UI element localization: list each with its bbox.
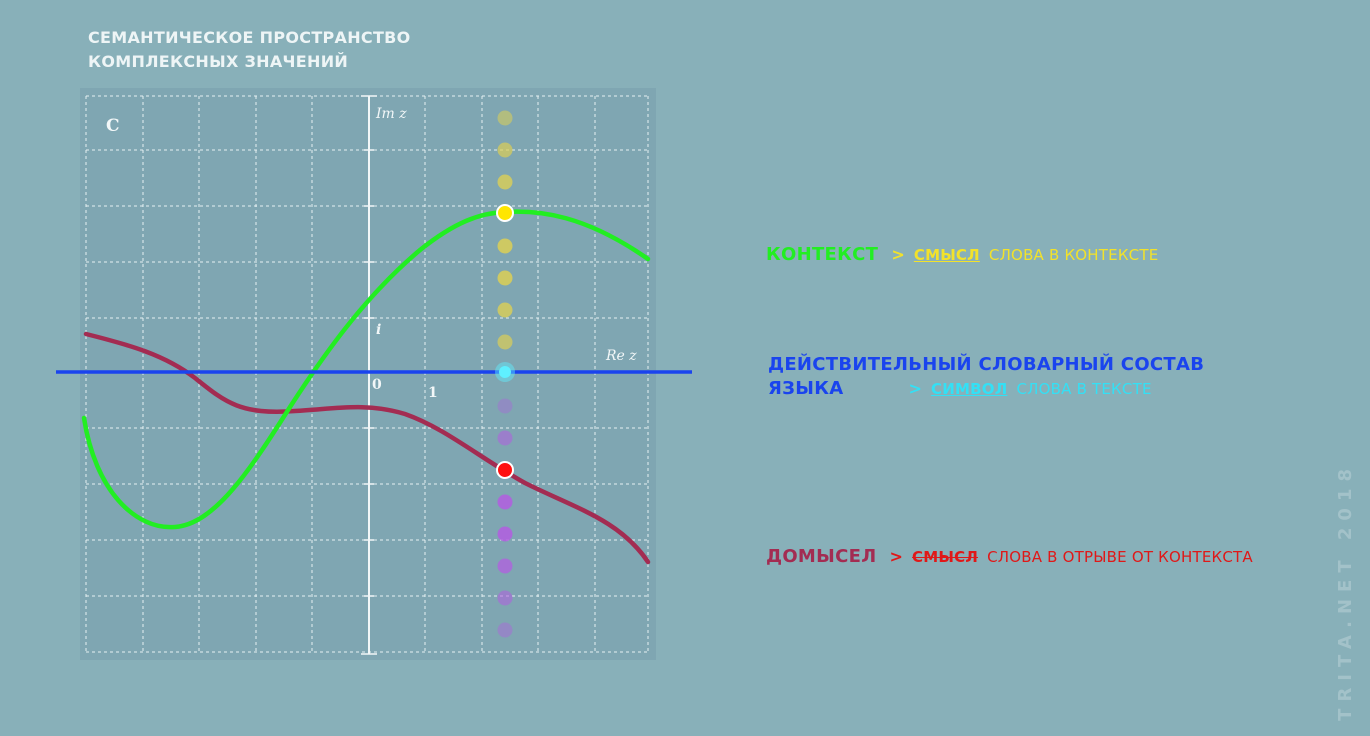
unit-imaginary-label: i <box>376 322 381 338</box>
semantic-dot-lower <box>497 526 513 542</box>
legend-language-label-line-2: ЯЗЫКА <box>768 378 844 399</box>
semantic-dot-lower <box>497 558 513 574</box>
legend-language-line-1: ДЕЙСТВИТЕЛЬНЫЙ СЛОВАРНЫЙ СОСТАВ <box>768 354 1204 375</box>
semantic-dot-lower <box>497 622 513 638</box>
diagram-title-line-1: СЕМАНТИЧЕСКОЕ ПРОСТРАНСТВО <box>88 28 411 47</box>
speculation-curve <box>83 331 651 565</box>
semantic-dot-upper <box>497 334 513 350</box>
legend-context-keyword: СМЫСЛ <box>913 246 980 264</box>
legend-context-separator: > <box>891 245 905 264</box>
legend-language-separator: > <box>908 379 922 398</box>
semantic-dot-upper <box>497 142 513 158</box>
semantic-dot-upper <box>497 302 513 318</box>
semantic-dot-lower <box>497 590 513 606</box>
legend-speculation-label: ДОМЫСЕЛ <box>766 546 877 567</box>
semantic-dots-column <box>497 110 513 638</box>
origin-label: 0 <box>372 377 382 393</box>
legend-speculation-description: СЛОВА В ОТРЫВЕ ОТ КОНТЕКСТА <box>987 548 1253 566</box>
legend-speculation-separator: > <box>889 547 903 566</box>
semantic-dot-lower <box>497 494 513 510</box>
legend-speculation-keyword: СМЫСЛ <box>912 548 978 566</box>
legend-context-description: СЛОВА В КОНТЕКСТЕ <box>988 246 1159 264</box>
complex-set-label: C <box>106 116 120 136</box>
legend-context: КОНТЕКСТ > СМЫСЛ СЛОВА В КОНТЕКСТЕ <box>766 244 1158 265</box>
semantic-dot-upper <box>497 270 513 286</box>
legend-language-line-2: ЯЗЫКА > СИМВОЛ СЛОВА В ТЕКСТЕ <box>768 378 1152 399</box>
semantic-dot-lower <box>497 430 513 446</box>
semantic-dot-upper <box>497 174 513 190</box>
legend-speculation: ДОМЫСЕЛ > СМЫСЛ СЛОВА В ОТРЫВЕ ОТ КОНТЕК… <box>766 546 1253 567</box>
unit-real-label: 1 <box>428 385 438 401</box>
context-meaning-point <box>496 204 514 222</box>
imaginary-axis-label: Im z <box>375 106 407 122</box>
semantic-dot-lower <box>497 398 513 414</box>
semantic-dot-upper <box>497 238 513 254</box>
watermark: TRITA.NET 2018 <box>1335 462 1356 721</box>
speculation-point <box>496 461 514 479</box>
legend-language-label-line-1: ДЕЙСТВИТЕЛЬНЫЙ СЛОВАРНЫЙ СОСТАВ <box>768 354 1205 375</box>
legend-language-description: СЛОВА В ТЕКСТЕ <box>1016 380 1152 398</box>
semantic-dot-upper <box>497 110 513 126</box>
diagram-title-line-2: КОМПЛЕКСНЫХ ЗНАЧЕНИЙ <box>88 52 349 71</box>
axis-ticks <box>361 95 377 655</box>
context-curve <box>81 209 651 530</box>
language-symbol-point <box>499 366 511 378</box>
real-axis-label: Re z <box>605 348 637 364</box>
legend-context-label: КОНТЕКСТ <box>766 244 879 265</box>
legend-language-keyword: СИМВОЛ <box>931 380 1008 398</box>
